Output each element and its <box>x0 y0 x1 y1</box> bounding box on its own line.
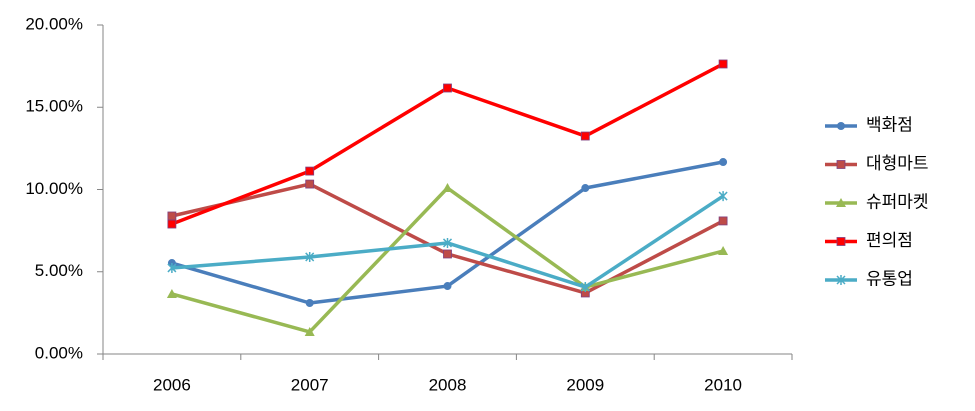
point <box>836 275 846 285</box>
x-tick-label: 2007 <box>291 375 329 394</box>
series <box>167 179 728 298</box>
series <box>167 191 728 293</box>
point <box>580 282 590 293</box>
point <box>166 288 177 298</box>
point <box>305 166 315 176</box>
legend-label: 대형마트 <box>866 154 929 173</box>
point <box>167 262 177 273</box>
point <box>718 246 729 256</box>
point <box>836 198 846 207</box>
legend-label: 백화점 <box>866 115 913 134</box>
y-tick-label: 5.00% <box>35 261 83 280</box>
point <box>305 179 315 189</box>
y-tick-label: 0.00% <box>35 343 83 362</box>
point <box>581 184 590 193</box>
point <box>718 216 728 226</box>
series <box>167 59 728 229</box>
point <box>442 183 453 193</box>
series <box>167 158 728 308</box>
point <box>443 83 452 93</box>
legend-label: 유통업 <box>866 269 913 288</box>
point <box>443 249 452 259</box>
legend-label: 편의점 <box>866 231 913 250</box>
point <box>442 237 453 248</box>
x-tick-label: 2009 <box>566 375 604 394</box>
x-tick-label: 2010 <box>704 375 742 394</box>
point <box>719 158 728 167</box>
point <box>836 237 846 246</box>
point <box>837 122 845 130</box>
y-tick-label: 20.00% <box>25 14 83 33</box>
x-tick-label: 2006 <box>153 375 191 394</box>
point <box>167 219 177 229</box>
point <box>836 160 846 169</box>
point <box>305 251 315 262</box>
point <box>304 326 315 336</box>
y-tick-label: 10.00% <box>25 179 83 198</box>
point <box>305 299 314 308</box>
x-tick-label: 2008 <box>429 375 467 394</box>
point <box>718 59 728 69</box>
point <box>443 282 452 291</box>
y-tick-label: 15.00% <box>25 97 83 116</box>
point <box>167 211 177 221</box>
point <box>718 191 728 202</box>
series <box>166 183 729 336</box>
point <box>580 131 590 141</box>
legend-label: 슈퍼마켓 <box>866 192 929 211</box>
